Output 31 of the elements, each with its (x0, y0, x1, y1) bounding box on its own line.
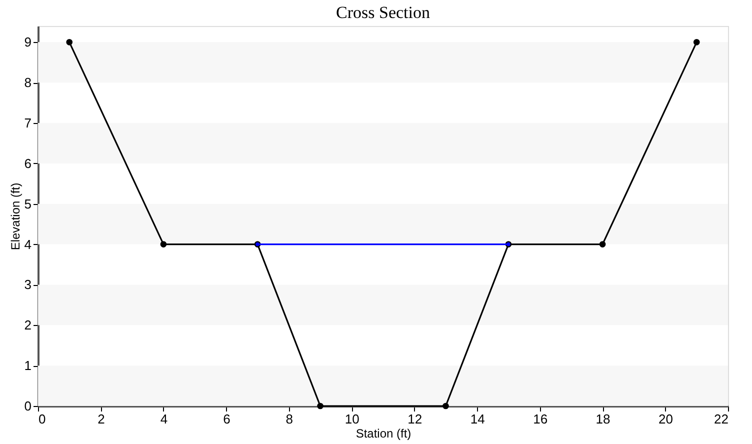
x-axis-title: Station (ft) (356, 426, 412, 440)
x-tick-label: 20 (658, 412, 674, 426)
x-tick-label: 22 (714, 412, 728, 426)
y-tick-label: 1 (24, 358, 32, 374)
x-tick-label: 6 (223, 412, 230, 426)
point (693, 39, 700, 46)
y-axis-title: Elevation (ft) (8, 182, 22, 250)
y-tick-label: 5 (24, 196, 32, 212)
chart-title: Cross Section (336, 3, 430, 22)
point (160, 241, 167, 248)
point (317, 402, 324, 410)
x-tick-label: 4 (160, 412, 168, 426)
x-tick-label: 2 (98, 412, 105, 426)
x-tick-label: 18 (596, 412, 610, 426)
x-tick-label: 16 (533, 412, 548, 426)
x-tick-label: 12 (408, 412, 422, 426)
point (442, 402, 449, 410)
x-tick-label: 8 (286, 412, 294, 426)
x-tick-label: 0 (38, 412, 46, 426)
y-tick-label: 9 (24, 34, 32, 50)
point (66, 39, 73, 46)
x-tick-label: 14 (470, 412, 485, 426)
y-tick-label: 4 (24, 236, 32, 252)
y-tick-label: 0 (24, 398, 32, 414)
y-tick-label: 7 (24, 116, 32, 131)
y-tick-label: 8 (24, 75, 32, 90)
y-tick-label: 2 (24, 318, 32, 333)
y-tick-label: 6 (24, 156, 32, 171)
point (599, 241, 606, 248)
x-tick-label: 10 (344, 412, 360, 426)
y-tick-label: 3 (24, 277, 32, 292)
